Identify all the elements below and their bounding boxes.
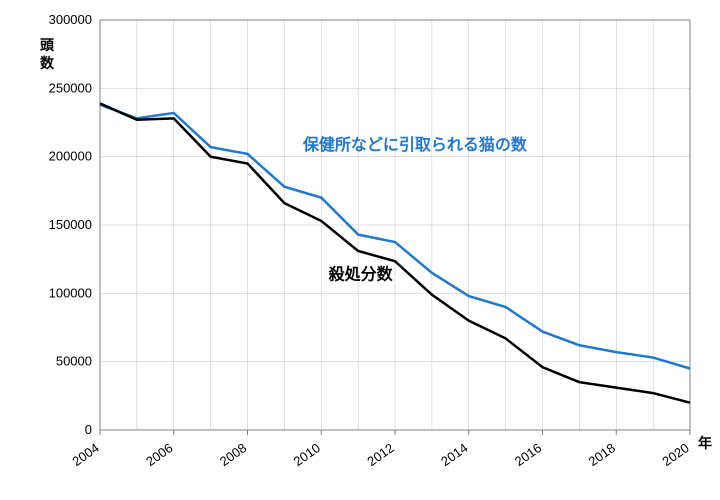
svg-text:2020: 2020: [659, 440, 691, 469]
annotation-culled: 殺処分数: [328, 265, 394, 284]
chart-svg: 0 50000 100000 150000 200000 250000 300000 2004…: [0, 0, 720, 500]
svg-text:2006: 2006: [143, 440, 175, 469]
svg-text:200000: 200000: [49, 149, 92, 164]
svg-text:2018: 2018: [586, 440, 618, 469]
svg-text:2004: 2004: [69, 440, 101, 469]
svg-text:2012: 2012: [364, 440, 396, 469]
x-axis-title: 年: [698, 435, 712, 451]
annotation-intake: 保健所などに引取られる猫の数: [302, 135, 528, 154]
y-axis-title: 数: [40, 55, 55, 71]
svg-text:250000: 250000: [49, 80, 92, 95]
svg-text:0: 0: [85, 422, 92, 437]
svg-text:50000: 50000: [56, 354, 92, 369]
y-axis-title: 頭: [40, 37, 55, 53]
svg-text:2010: 2010: [291, 440, 323, 469]
svg-text:300000: 300000: [49, 12, 92, 27]
svg-text:100000: 100000: [49, 285, 92, 300]
line-chart: 0 50000 100000 150000 200000 250000 300000 2004…: [0, 0, 720, 500]
svg-text:2008: 2008: [217, 440, 249, 469]
svg-text:2016: 2016: [512, 440, 544, 469]
svg-text:2014: 2014: [438, 440, 470, 469]
svg-text:150000: 150000: [49, 217, 92, 232]
